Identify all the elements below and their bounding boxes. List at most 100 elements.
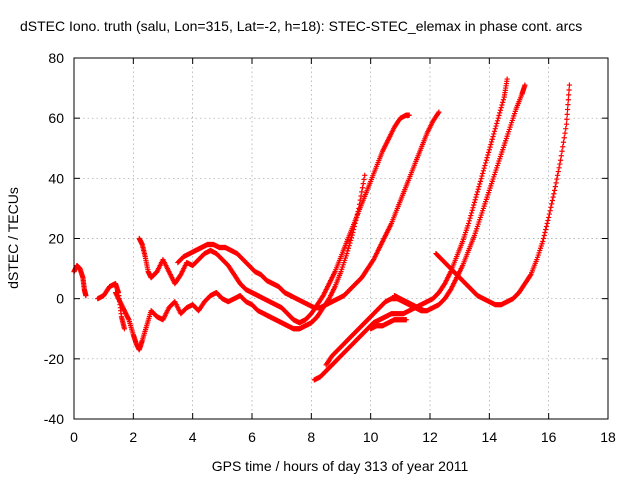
data-point [436, 109, 442, 115]
data-point [487, 144, 493, 150]
data-series-5 [175, 109, 442, 311]
data-point [489, 136, 495, 142]
data-point [360, 180, 366, 187]
y-tick-label: 0 [56, 291, 64, 307]
data-point [491, 131, 497, 137]
data-point [491, 128, 498, 134]
data-point [560, 139, 567, 145]
data-point [473, 194, 479, 200]
data-point [466, 218, 472, 224]
data-series-4 [136, 112, 412, 326]
data-point [494, 118, 501, 124]
data-point [483, 157, 489, 163]
data-point [565, 97, 571, 103]
data-point [558, 153, 564, 159]
x-tick-label: 0 [70, 429, 78, 445]
data-point [541, 232, 547, 239]
data-point [560, 144, 566, 150]
data-point [547, 208, 553, 214]
data-point [83, 293, 89, 299]
data-point [484, 155, 490, 161]
data-point [498, 105, 504, 111]
data-point [500, 97, 507, 103]
data-point [540, 238, 546, 245]
data-point [545, 217, 551, 224]
data-point [556, 165, 562, 171]
x-tick-label: 14 [482, 429, 498, 445]
data-point [554, 172, 561, 178]
data-point [559, 148, 565, 154]
data-point [544, 220, 550, 227]
y-axis-title: dSTEC / TECUs [5, 187, 21, 289]
x-axis-title: GPS time / hours of day 313 of year 2011 [212, 458, 469, 474]
data-point [471, 199, 478, 205]
data-point [480, 168, 486, 174]
data-point [474, 191, 480, 198]
data-point [550, 194, 556, 200]
data-point [469, 207, 475, 213]
data-point [467, 215, 473, 221]
data-point [435, 110, 441, 116]
x-tick-label: 12 [422, 429, 438, 445]
x-tick-label: 18 [600, 429, 616, 445]
x-tick-label: 2 [129, 429, 137, 445]
data-point [471, 202, 477, 208]
data-point [403, 317, 409, 323]
data-point [551, 191, 557, 197]
data-point [546, 211, 553, 217]
data-point [359, 189, 365, 195]
data-point [478, 176, 484, 182]
data-point [554, 176, 560, 182]
data-point [549, 201, 555, 207]
data-point [562, 130, 568, 136]
data-point [563, 126, 569, 132]
data-point [406, 112, 412, 118]
data-point [496, 112, 502, 119]
data-point [552, 184, 558, 190]
data-point [499, 102, 505, 108]
x-tick-label: 16 [541, 429, 557, 445]
x-tick-label: 8 [307, 429, 315, 445]
data-point [485, 152, 491, 158]
data-point [492, 126, 498, 132]
y-tick-label: 20 [48, 231, 64, 247]
data-point [421, 308, 427, 314]
data-point [468, 210, 475, 216]
data-point [468, 212, 474, 219]
data-point [481, 165, 487, 171]
data-point [477, 181, 483, 187]
data-point [480, 170, 486, 177]
data-point [486, 147, 492, 153]
data-point [319, 294, 326, 300]
data-point [475, 186, 481, 192]
data-point [561, 135, 567, 141]
data-point [549, 197, 555, 204]
y-tick-label: 60 [48, 110, 64, 126]
data-series-10 [433, 82, 573, 308]
data-point [345, 245, 352, 251]
data-point [177, 273, 183, 279]
data-point [348, 237, 354, 243]
data-point [476, 184, 482, 190]
data-point [441, 282, 447, 288]
x-tick-label: 10 [363, 429, 379, 445]
data-point [563, 121, 570, 127]
data-point [548, 204, 554, 210]
data-point [566, 87, 572, 93]
data-series-9 [391, 293, 427, 314]
data-point [361, 176, 367, 183]
data-point [557, 157, 564, 163]
data-point [447, 288, 453, 294]
data-point [522, 82, 528, 88]
data-series-6 [311, 76, 510, 383]
data-point [540, 235, 547, 242]
x-tick-label: 4 [189, 429, 197, 445]
data-point [485, 149, 492, 155]
data-point [564, 116, 570, 122]
data-point [493, 123, 499, 129]
data-point [370, 258, 376, 264]
data-point [479, 173, 485, 179]
data-point [482, 162, 488, 169]
